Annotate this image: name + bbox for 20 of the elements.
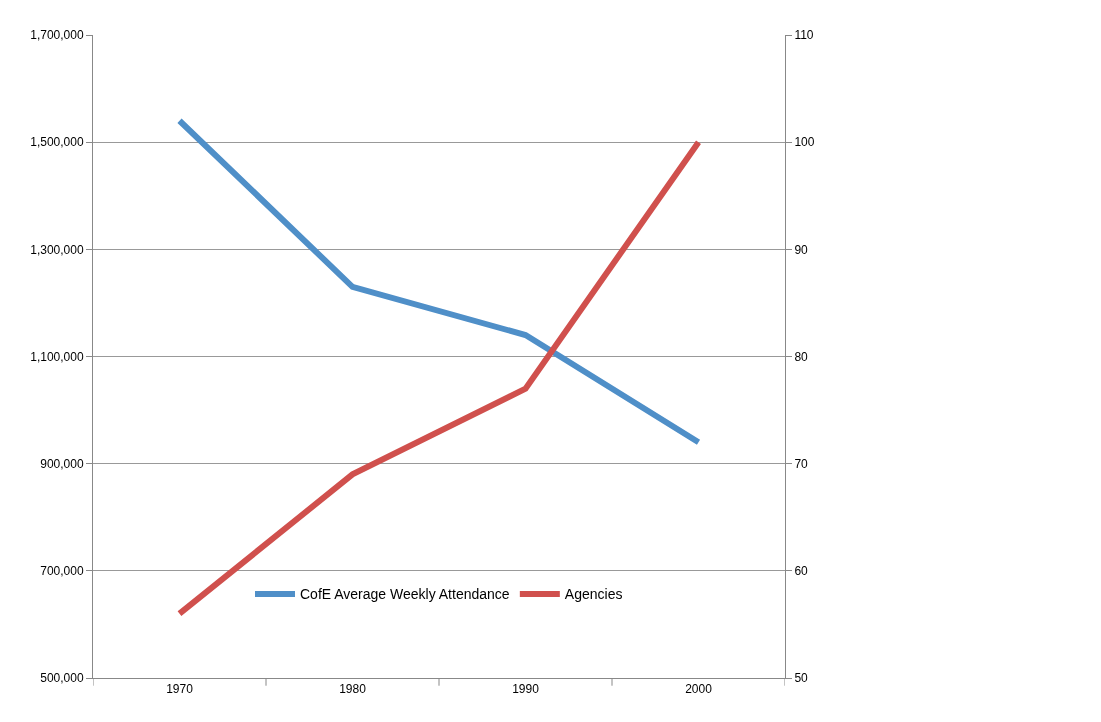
legend-label: Agencies bbox=[564, 586, 623, 603]
y2-tick-label: 60 bbox=[794, 564, 809, 579]
y-tick-label: 1,500,000 bbox=[30, 135, 84, 150]
y-tick-label: 500,000 bbox=[40, 671, 84, 686]
y-tick-label: 900,000 bbox=[40, 456, 84, 471]
y-tick-label: 1,100,000 bbox=[30, 349, 84, 364]
y2-tick-label: 100 bbox=[794, 135, 815, 150]
x-tick-label: 1970 bbox=[166, 682, 194, 697]
y-tick-label: 700,000 bbox=[40, 564, 84, 579]
y2-tick-label: 70 bbox=[794, 456, 809, 471]
x-tick-label: 1980 bbox=[339, 682, 367, 697]
y2-tick-label: 90 bbox=[794, 242, 809, 257]
x-tick-label: 1990 bbox=[512, 682, 540, 697]
legend-label: CofE Average Weekly Attendance bbox=[300, 586, 510, 603]
y-tick-label: 1,700,000 bbox=[30, 28, 84, 43]
y2-tick-label: 50 bbox=[794, 671, 809, 686]
y2-tick-label: 110 bbox=[794, 28, 814, 43]
y2-tick-label: 80 bbox=[794, 349, 809, 364]
y-tick-label: 1,300,000 bbox=[30, 242, 84, 257]
x-tick-label: 2000 bbox=[685, 682, 713, 697]
